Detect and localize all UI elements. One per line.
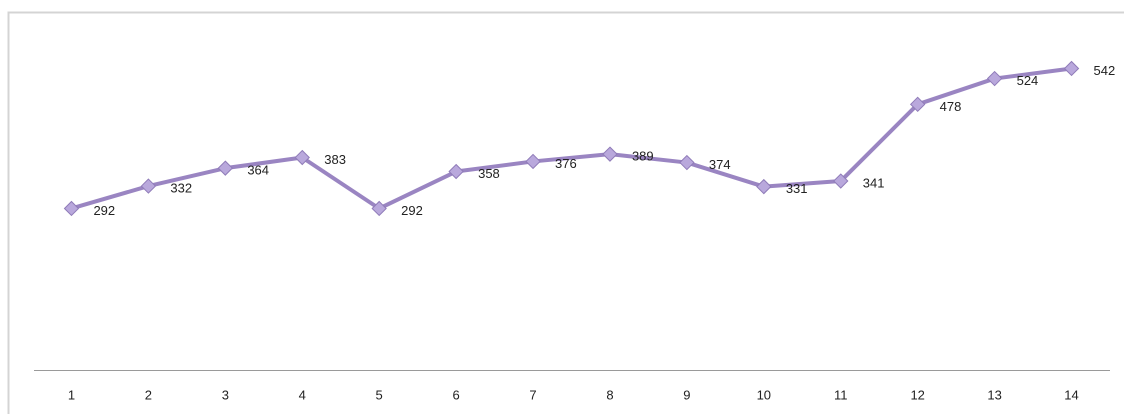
x-tick-label: 10 [757, 387, 771, 402]
data-label: 389 [632, 149, 654, 164]
data-label: 542 [1094, 63, 1116, 78]
x-tick-label: 7 [529, 387, 536, 402]
data-point [1063, 60, 1080, 77]
x-tick-label: 9 [683, 387, 690, 402]
x-tick-label: 2 [145, 387, 152, 402]
data-point [833, 173, 849, 189]
data-point [371, 200, 387, 217]
data-point [602, 146, 618, 162]
data-label: 524 [1017, 73, 1039, 88]
data-point [140, 178, 157, 194]
data-point [909, 96, 926, 113]
x-tick-label: 3 [222, 387, 229, 402]
data-point [217, 160, 234, 176]
x-tick-label: 5 [376, 387, 383, 402]
data-point [756, 178, 772, 195]
x-tick-label: 8 [606, 387, 613, 402]
x-tick-label: 11 [834, 387, 848, 402]
x-tick-label: 13 [987, 387, 1001, 402]
data-point [679, 154, 695, 171]
data-label: 358 [478, 166, 500, 181]
x-tick-label: 4 [299, 387, 306, 402]
x-tick-label: 12 [910, 387, 924, 402]
data-line [70, 66, 1072, 211]
data-label: 383 [324, 152, 346, 167]
data-point [986, 70, 1003, 87]
data-label: 478 [940, 99, 962, 114]
data-label: 292 [401, 203, 423, 218]
data-point [525, 153, 541, 170]
x-tick-label: 6 [452, 387, 459, 402]
data-label: 374 [709, 157, 731, 172]
data-point [294, 149, 310, 166]
data-label: 331 [786, 181, 808, 196]
data-label: 332 [170, 181, 192, 196]
data-label: 364 [247, 163, 269, 178]
x-tick-label: 14 [1064, 387, 1078, 402]
data-label: 292 [93, 203, 115, 218]
data-point [448, 163, 464, 180]
data-point [63, 200, 80, 217]
data-label: 341 [863, 175, 885, 190]
data-label: 376 [555, 156, 577, 171]
chart-frame [7, 11, 1124, 414]
x-tick-label: 1 [68, 387, 75, 402]
